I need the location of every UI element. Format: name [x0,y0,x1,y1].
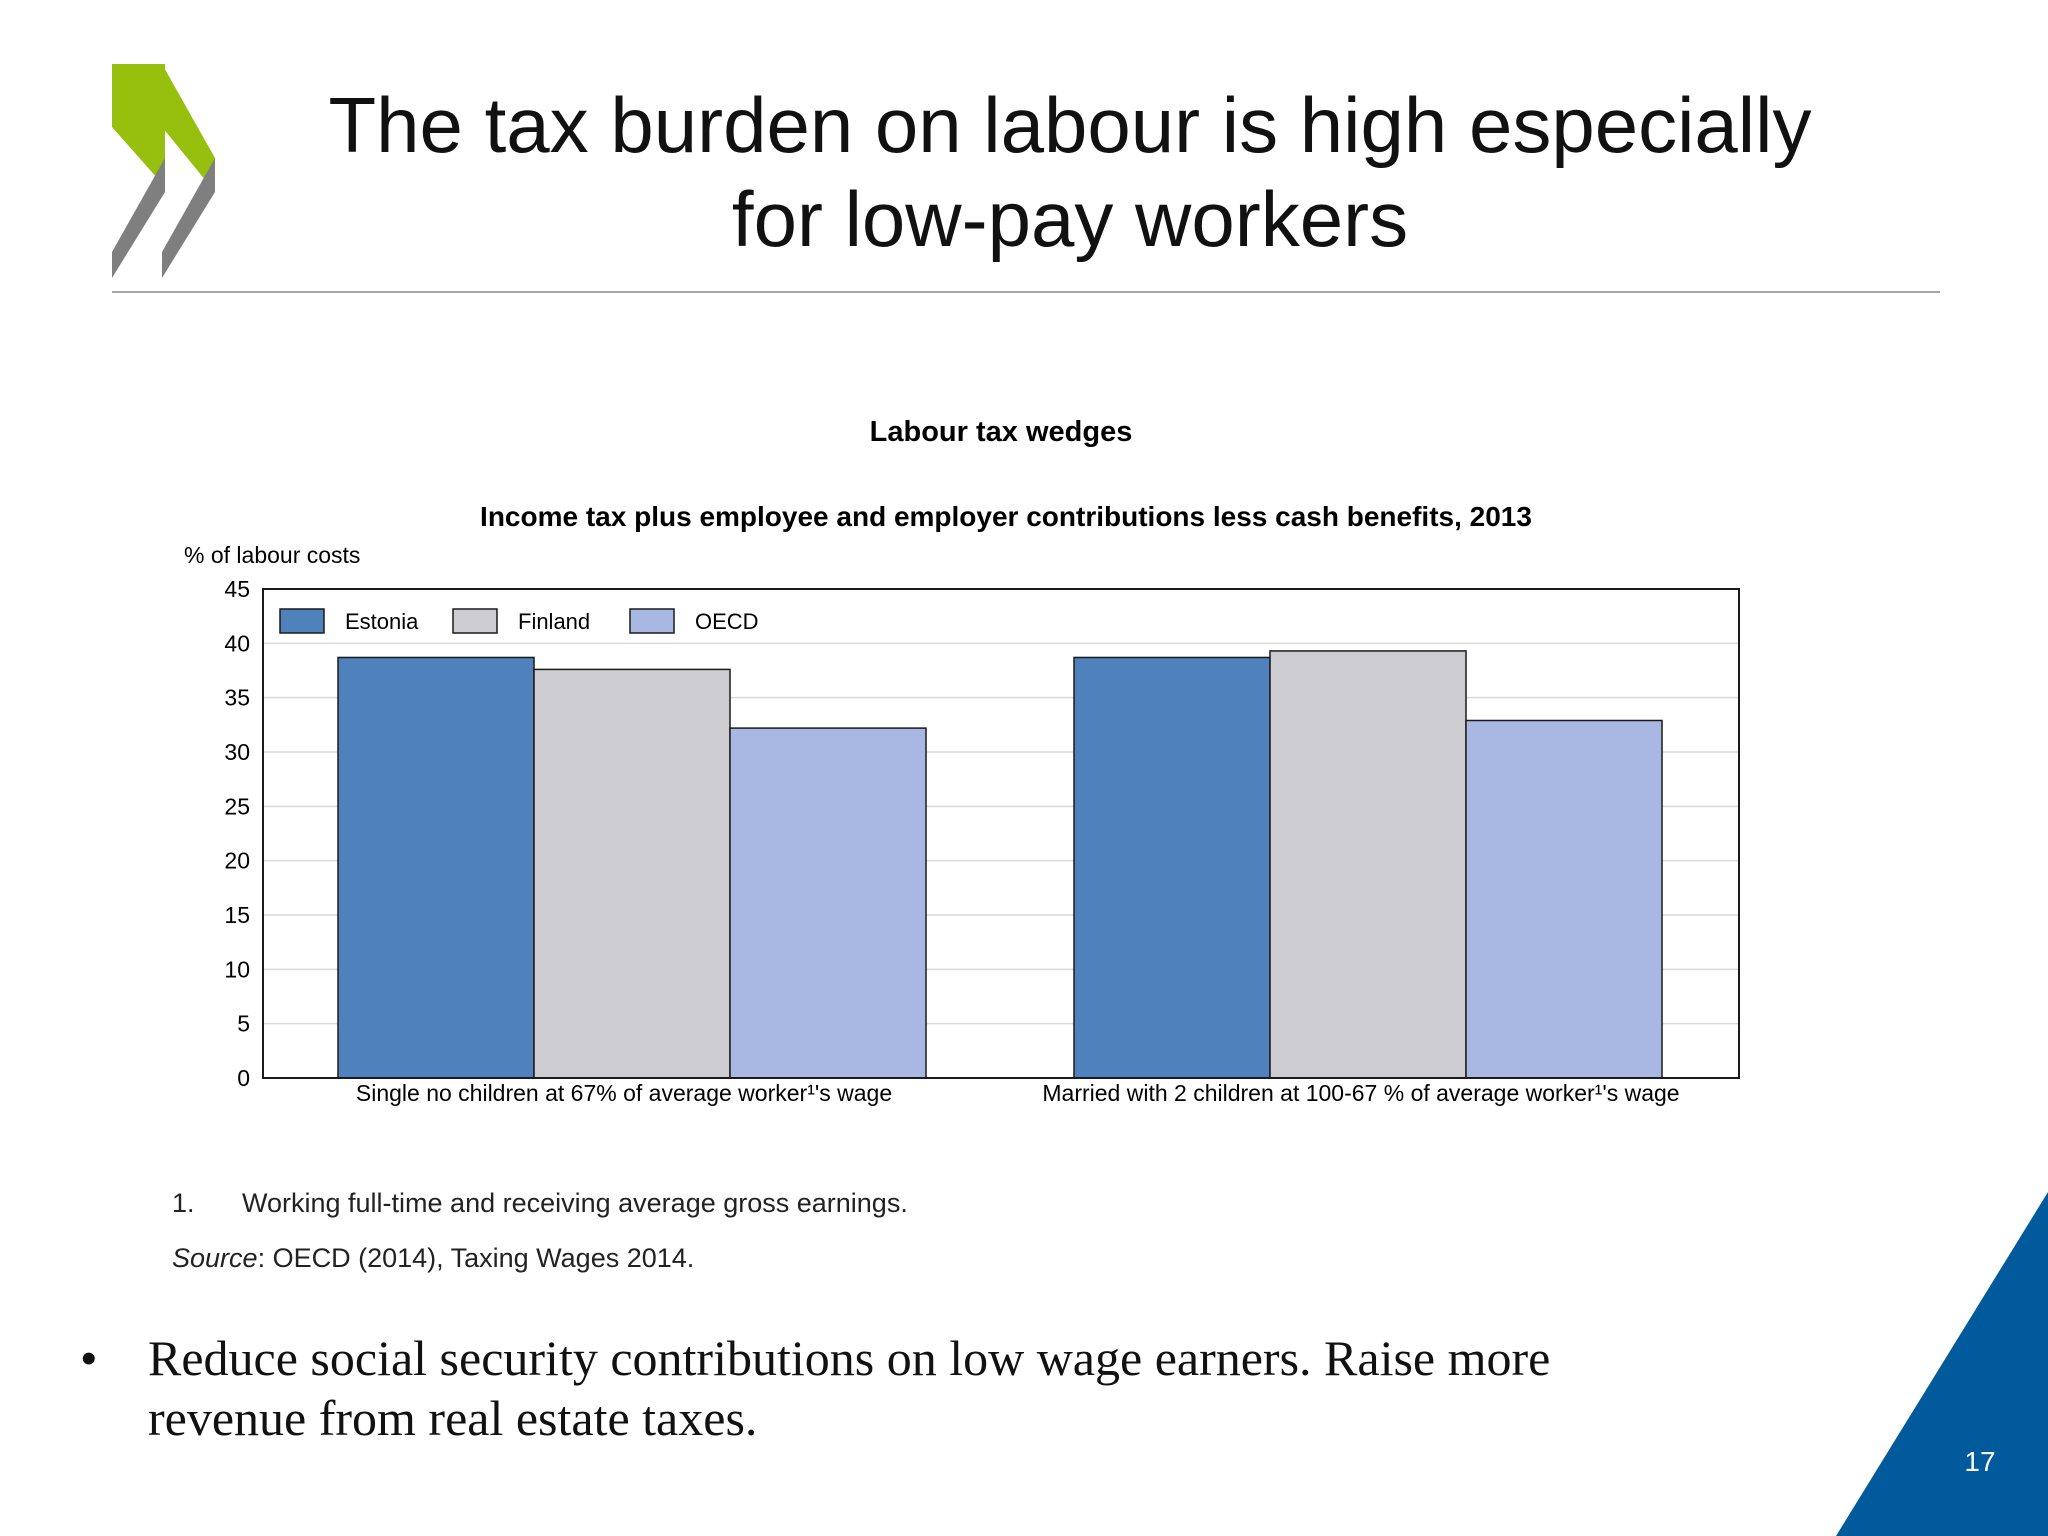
y-tick-label: 35 [224,685,250,711]
legend-swatch-finland [452,608,498,634]
legend-label-oecd: OECD [695,609,759,634]
x-category-label: Single no children at 67% of average wor… [356,1080,892,1106]
logo-chevron-grey-left [112,158,165,278]
logo-chevron-green-left [112,64,165,187]
y-tick-labels: 0 5 10 15 20 25 30 35 40 45 [224,576,250,1091]
bar-estonia-2 [1073,656,1271,1079]
bar-estonia-1 [337,656,535,1079]
bullet-symbol: • [80,1330,98,1386]
bar-finland-2 [1269,650,1467,1079]
footnote-text: Working full-time and receiving average … [242,1188,908,1218]
source-text: : OECD (2014), Taxing Wages 2014. [257,1243,695,1273]
legend-label-estonia: Estonia [345,609,419,634]
oecd-chevrons-logo-icon [112,64,215,278]
bullet-line-2: revenue from real estate taxes. [148,1390,758,1446]
source-note: Source: OECD (2014), Taxing Wages 2014. [172,1243,694,1274]
slide-title-line-2: for low-pay workers [731,175,1409,263]
chart-subtitle: Income tax plus employee and employer co… [480,501,1532,532]
y-tick-label: 30 [224,739,250,765]
y-tick-label: 25 [224,793,250,819]
bar-oecd-2 [1465,719,1663,1079]
bars [337,650,1663,1079]
y-tick-label: 15 [224,902,250,928]
x-category-labels: Single no children at 67% of average wor… [356,1080,1680,1106]
bullet-line-1: Reduce social security contributions on … [148,1330,1551,1386]
footnote-number: 1. [172,1188,195,1218]
title-divider [112,291,1940,293]
page-number: 17 [1964,1446,1996,1477]
chart-title: Labour tax wedges [870,416,1133,448]
logo-chevron-grey-right [162,158,215,278]
legend: Estonia Finland OECD [279,608,759,634]
x-category-label: Married with 2 children at 100-67 % of a… [1042,1080,1679,1106]
y-tick-label: 20 [224,848,250,874]
slide-title-line-1: The tax burden on labour is high especia… [328,81,1812,169]
bullet-point: • Reduce social security contributions o… [80,1328,1780,1448]
y-axis-label: % of labour costs [184,542,360,568]
y-tick-label: 5 [237,1011,250,1037]
legend-swatch-estonia [279,608,325,634]
y-tick-label: 40 [224,630,250,656]
y-tick-label: 45 [224,576,250,602]
bar-finland-1 [533,668,731,1079]
logo-chevron-green-right [162,64,215,192]
plot-frame [262,588,1740,1079]
y-tick-label: 0 [237,1065,250,1091]
y-tick-label: 10 [224,956,250,982]
slide-title: The tax burden on labour is high especia… [260,78,1880,266]
bar-oecd-1 [729,727,927,1079]
footnote: 1. Working full-time and receiving averag… [172,1188,908,1219]
legend-label-finland: Finland [518,609,590,634]
source-label: Source [172,1243,258,1273]
legend-swatch-oecd [629,608,675,634]
